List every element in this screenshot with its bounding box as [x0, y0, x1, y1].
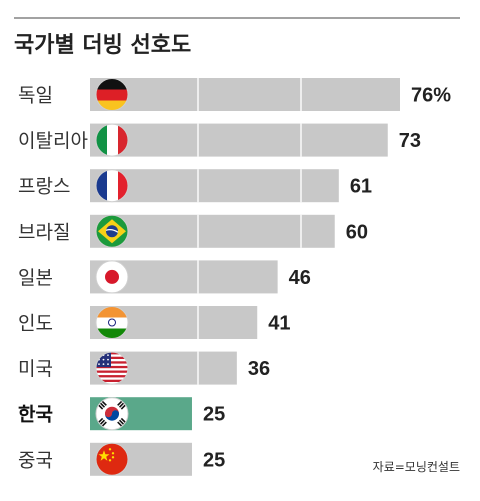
bar	[90, 169, 339, 203]
chart-rows: 독일 76% 이탈리아 73 프랑스 61 브라질 60 일본 46 인도 41 미국 36 한국 25 중국 2…	[18, 78, 451, 476]
japan-flag-icon	[95, 260, 129, 294]
value-label: 46	[289, 267, 311, 289]
source-note: 자료=모닝컨설트	[373, 460, 460, 474]
usa-flag-icon	[95, 351, 129, 385]
category-label: 미국	[18, 358, 53, 380]
category-label: 인도	[18, 313, 53, 335]
value-label: 25	[203, 449, 225, 471]
value-label: 61	[350, 176, 372, 198]
value-label: 76%	[411, 85, 451, 107]
korea-flag-icon	[95, 397, 129, 431]
value-label: 36	[248, 358, 270, 380]
brazil-flag-icon	[95, 214, 129, 248]
bar	[90, 123, 388, 157]
value-label: 60	[346, 221, 368, 243]
germany-flag-icon	[95, 78, 129, 111]
category-label: 한국	[18, 404, 53, 426]
france-flag-icon	[95, 169, 129, 203]
bar	[90, 78, 400, 111]
italy-flag-icon	[95, 123, 129, 157]
china-flag-icon	[95, 442, 129, 476]
category-label: 중국	[18, 449, 53, 471]
value-label: 25	[203, 404, 225, 426]
category-label: 독일	[18, 85, 53, 107]
category-label: 브라질	[18, 221, 70, 243]
category-label: 일본	[18, 267, 53, 289]
bar	[90, 214, 335, 248]
india-flag-icon	[95, 306, 129, 339]
chart-title: 국가별 더빙 선호도	[14, 33, 191, 58]
category-label: 이탈리아	[18, 130, 88, 152]
value-label: 73	[399, 130, 421, 152]
value-label: 41	[268, 313, 290, 335]
category-label: 프랑스	[18, 176, 70, 198]
